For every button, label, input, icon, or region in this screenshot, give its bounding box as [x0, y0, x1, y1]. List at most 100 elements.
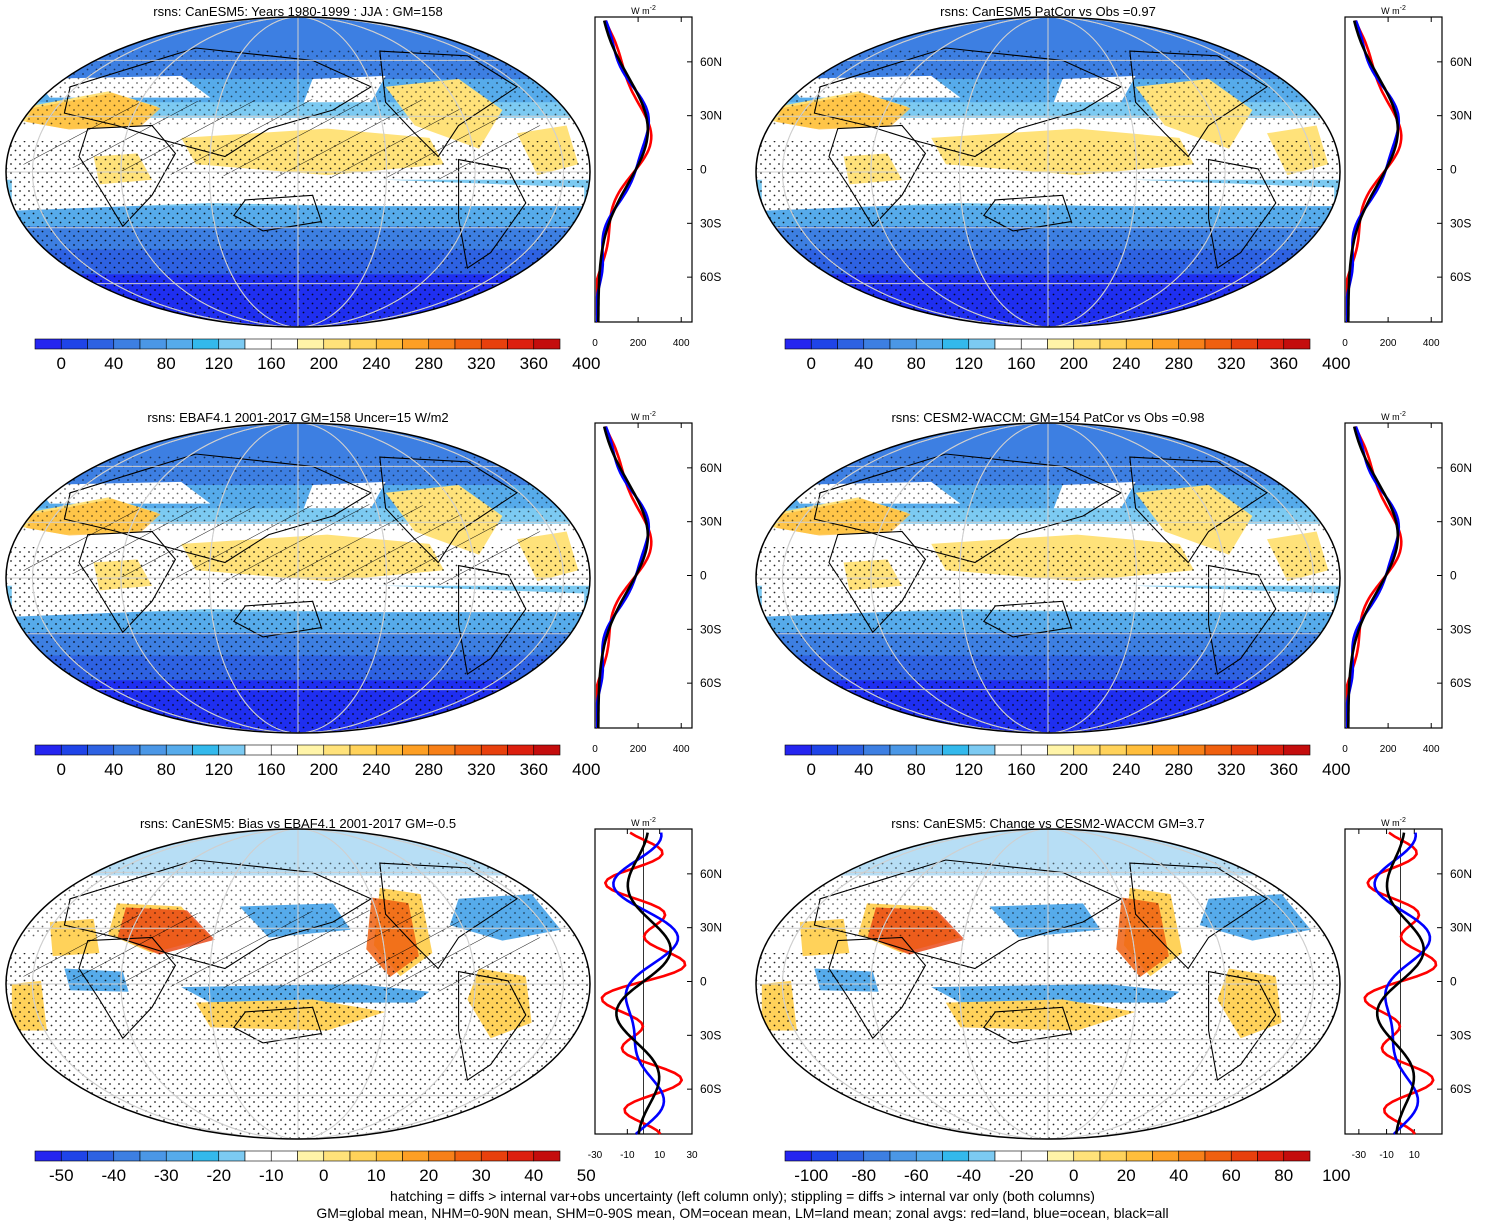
colorbar-tick-label: 40	[104, 760, 123, 779]
colorbar-tick-label: -20	[206, 1166, 231, 1185]
panel-title: rsns: CanESM5 PatCor vs Obs =0.97	[940, 4, 1156, 19]
profile-xtick-label: 400	[673, 744, 690, 755]
colorbar-swatch	[480, 338, 508, 350]
footnote-line-2: GM=global mean, NHM=0-90N mean, SHM=0-90…	[316, 1205, 1169, 1221]
colorbar-tick-label: -100	[794, 1166, 828, 1185]
colorbar-tick-label: 360	[1270, 760, 1298, 779]
colorbar-swatch	[428, 1150, 456, 1162]
colorbar-swatch	[915, 1150, 943, 1162]
colorbar-tick-label: 80	[907, 354, 926, 373]
colorbar-swatch	[533, 744, 561, 756]
colorbar-swatch	[34, 1150, 62, 1162]
profile-unit-sup: -2	[1400, 5, 1406, 12]
colorbar-swatch	[889, 744, 917, 756]
colorbar-tick-label: -80	[851, 1166, 876, 1185]
colorbar-swatch	[1257, 744, 1285, 756]
profile-lat-label: 60S	[700, 270, 721, 284]
colorbar-swatch	[375, 1150, 403, 1162]
colorbar-tick-label: 100	[1322, 1166, 1350, 1185]
colorbar-tick-label: 320	[1217, 760, 1245, 779]
colorbar-swatch	[968, 744, 996, 756]
colorbar-tick-label: 200	[1060, 354, 1088, 373]
panel-title: rsns: CanESM5: Years 1980-1999 : JJA : G…	[153, 4, 442, 19]
colorbar-swatch	[297, 744, 325, 756]
colorbar-tick-label: 80	[157, 354, 176, 373]
profile-unit: W m-2	[1381, 411, 1406, 422]
colorbar-swatch	[1020, 338, 1048, 350]
profile-line-ocean	[1373, 832, 1432, 1135]
colorbar-tick-label: 360	[520, 760, 548, 779]
colorbar-swatch	[837, 1150, 865, 1162]
colorbar-swatch	[915, 338, 943, 350]
profile-unit-sup: -2	[650, 817, 656, 824]
map-outline	[755, 422, 1341, 734]
map-field	[6, 829, 590, 1139]
colorbar-tick-label: 320	[1217, 354, 1245, 373]
colorbar-tick-label: 160	[257, 354, 285, 373]
colorbar-swatch	[889, 338, 917, 350]
colorbar-swatch	[192, 1150, 220, 1162]
colorbar: 0 40 80 120 160 200 240 280 320 360 400	[784, 338, 1350, 373]
profile-unit-sup: -2	[650, 411, 656, 418]
colorbar-swatch	[34, 744, 62, 756]
colorbar-tick-label: 400	[1322, 354, 1350, 373]
colorbar-swatch	[1099, 1150, 1127, 1162]
profile-lat-label: 30N	[1450, 109, 1472, 123]
colorbar-tick-label: 0	[319, 1166, 328, 1185]
colorbar-tick-label: 30	[472, 1166, 491, 1185]
colorbar-swatch	[1178, 338, 1206, 350]
colorbar-swatch	[810, 338, 838, 350]
colorbar-tick-label: 40	[1169, 1166, 1188, 1185]
profile-lat-label: 0	[700, 975, 707, 989]
profile-lat-label: 0	[1450, 163, 1457, 177]
colorbar-tick-label: 320	[467, 760, 495, 779]
panel-title: rsns: CESM2-WACCM: GM=154 PatCor vs Obs …	[891, 410, 1204, 425]
colorbar-tick-label: 120	[205, 760, 233, 779]
colorbar-swatch	[1204, 744, 1232, 756]
colorbar-swatch	[375, 338, 403, 350]
colorbar-swatch	[1204, 338, 1232, 350]
profile-xtick-label: 200	[630, 338, 647, 349]
profile-xtick-label: 10	[1409, 1150, 1421, 1161]
colorbar-swatch	[87, 744, 115, 756]
colorbar-swatch	[863, 744, 891, 756]
colorbar-tick-label: 0	[807, 760, 816, 779]
colorbar-swatch	[784, 338, 812, 350]
profile-lat-label: 30N	[1450, 515, 1472, 529]
profile-xtick-label: 200	[1380, 744, 1397, 755]
colorbar-swatch	[968, 338, 996, 350]
colorbar-swatch	[139, 1150, 167, 1162]
profile-xtick-label: 400	[1423, 744, 1440, 755]
colorbar-tick-label: 280	[415, 760, 443, 779]
profile-line-all	[1375, 832, 1425, 1135]
colorbar-tick-label: 80	[157, 760, 176, 779]
profile-line-all	[597, 426, 650, 728]
colorbar-swatch	[863, 1150, 891, 1162]
footnote-line-1: hatching = diffs > internal var+obs unce…	[390, 1188, 1095, 1204]
profile-line-land	[1363, 831, 1438, 1135]
colorbar-tick-label: 400	[572, 760, 600, 779]
colorbar-swatch	[323, 744, 351, 756]
colorbar-swatch	[1178, 744, 1206, 756]
colorbar-tick-label: 20	[1117, 1166, 1136, 1185]
colorbar-swatch	[915, 744, 943, 756]
colorbar-swatch	[60, 1150, 88, 1162]
colorbar-swatch	[994, 1150, 1022, 1162]
colorbar-tick-label: -30	[154, 1166, 179, 1185]
profile-unit: W m-2	[631, 411, 656, 422]
colorbar-swatch	[87, 1150, 115, 1162]
profile-lat-label: 30N	[1450, 921, 1472, 935]
colorbar-swatch	[402, 1150, 430, 1162]
colorbar-swatch	[1178, 1150, 1206, 1162]
profile-lat-label: 60N	[1450, 867, 1472, 881]
profile-lat-label: 60S	[700, 676, 721, 690]
colorbar-swatch	[454, 1150, 482, 1162]
map-field	[6, 423, 590, 733]
colorbar-tick-label: -10	[259, 1166, 284, 1185]
profile-line-land	[1345, 20, 1403, 323]
colorbar-swatch	[1257, 1150, 1285, 1162]
colorbar-tick-label: 10	[367, 1166, 386, 1185]
profile-line-ocean	[612, 832, 680, 1135]
zonal-profile: W m-2 -30 -10 10 60N 30N 0 30S 60S	[1344, 817, 1472, 1161]
